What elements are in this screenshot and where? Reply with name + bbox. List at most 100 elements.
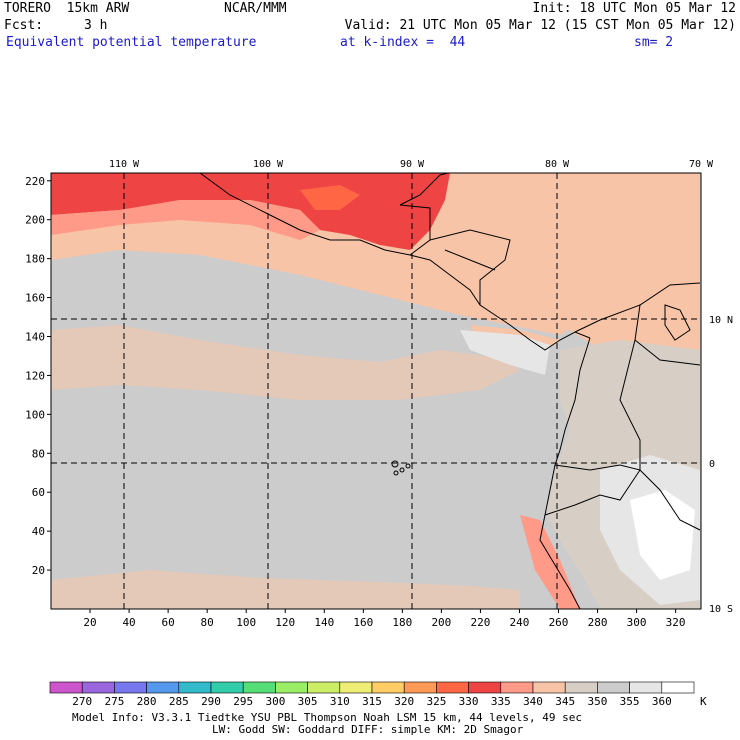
border-nicaragua <box>444 249 496 271</box>
colorbar-label: 340 <box>523 695 543 708</box>
coast-yucatan <box>399 173 449 206</box>
border-brazil-peru <box>639 469 701 531</box>
x-tick-label: 240 <box>510 616 530 629</box>
y-tick-label: 120 <box>25 369 45 382</box>
colorbar-label: 320 <box>394 695 414 708</box>
border-colombia-ecuador <box>554 464 641 471</box>
colorbar-label: 270 <box>72 695 92 708</box>
smoothing-label: sm= 2 <box>634 35 674 50</box>
x-tick-label: 200 <box>431 616 451 629</box>
band-345-west <box>51 325 520 400</box>
band-330-guatemala <box>300 185 360 210</box>
colorbar-swatch <box>629 681 663 694</box>
colorbar-swatch <box>81 681 115 694</box>
lon-label: 110 W <box>109 159 140 170</box>
colorbar-label: 305 <box>298 695 318 708</box>
colorbar-swatch <box>371 681 405 694</box>
colorbar-label: 325 <box>426 695 446 708</box>
x-tick-label: 60 <box>161 616 174 629</box>
x-tick-label: 300 <box>627 616 647 629</box>
colorbar-label: 280 <box>137 695 157 708</box>
map-figure: 110 W 100 W 90 W 80 W 70 W 10 N 0 10 S 2… <box>25 159 733 736</box>
colorbar-swatch <box>468 681 502 694</box>
colorbar-label: 315 <box>362 695 382 708</box>
y-axis: 20 40 60 80 100 120 140 160 180 200 220 <box>25 175 51 577</box>
border-guatemala <box>399 204 431 256</box>
colorbar-label: 345 <box>555 695 575 708</box>
colorbar-label: 290 <box>201 695 221 708</box>
longitude-labels: 110 W 100 W 90 W 80 W 70 W <box>109 159 714 170</box>
y-tick-label: 160 <box>25 292 45 305</box>
colorbar-label: 330 <box>459 695 479 708</box>
colorbar: 270 275 280 285 290 295 300 305 310 315 320 325 330 3… <box>49 681 695 708</box>
colorbar-swatch <box>275 681 308 694</box>
colorbar-swatch <box>49 681 83 694</box>
coast-mexico-central-america <box>199 173 591 351</box>
model-title: TORERO 15km ARW <box>4 1 130 16</box>
map-frame <box>50 172 702 610</box>
island <box>391 460 399 468</box>
y-tick-label: 100 <box>25 408 45 421</box>
level-label: at k-index = 44 <box>340 35 466 50</box>
colorbar-swatch <box>178 681 212 694</box>
colorbar-swatch <box>146 681 180 694</box>
band-340-peru-coast <box>520 515 580 609</box>
lon-label: 100 W <box>253 159 284 170</box>
band-340-mexico-edge <box>51 200 320 240</box>
x-tick-label: 40 <box>122 616 135 629</box>
lat-label: 10 S <box>709 604 733 615</box>
lat-label: 0 <box>709 459 715 470</box>
colorbar-unit: K <box>700 695 707 708</box>
galapagos-islands <box>391 460 411 476</box>
y-tick-label: 220 <box>25 175 45 188</box>
lon-label: 90 W <box>400 159 425 170</box>
colorbar-swatch <box>242 681 276 694</box>
colorbar-label: 350 <box>587 695 607 708</box>
x-axis: 20 40 60 80 100 120 140 160 180 200 220 240 260 280 30… <box>83 609 686 629</box>
x-tick-label: 20 <box>83 616 96 629</box>
y-tick-label: 200 <box>25 214 45 227</box>
x-tick-label: 260 <box>549 616 569 629</box>
x-tick-label: 320 <box>666 616 686 629</box>
island <box>399 467 405 473</box>
colorbar-label: 285 <box>169 695 189 708</box>
colorbar-swatch <box>436 681 469 694</box>
center-label: NCAR/MMM <box>224 1 287 16</box>
border-colombia-venezuela <box>634 304 701 366</box>
init-time: Init: 18 UTC Mon 05 Mar 12 <box>532 1 737 16</box>
y-tick-label: 40 <box>32 525 45 538</box>
island <box>405 463 411 469</box>
model-info-line1: Model Info: V3.3.1 Tiedtke YSU PBL Thomp… <box>72 711 582 724</box>
colorbar-swatch <box>500 681 534 694</box>
land-360-interior <box>630 490 695 580</box>
coast-caribbean-honduras <box>429 229 511 305</box>
colorbar-swatch <box>114 681 147 694</box>
land-355-central-america <box>460 330 550 375</box>
x-tick-label: 280 <box>588 616 608 629</box>
band-345-caribbean <box>560 260 700 370</box>
border-colombia-brazil <box>619 339 641 470</box>
y-tick-label: 180 <box>25 253 45 266</box>
x-tick-label: 140 <box>314 616 334 629</box>
colorbar-swatch <box>210 681 244 694</box>
model-info-line2: LW: Godd SW: Goddard DIFF: simple KM: 2D… <box>212 723 524 736</box>
band-345-south <box>51 570 520 609</box>
coast-pacific-south-america <box>539 337 591 609</box>
valid-time: Valid: 21 UTC Mon 05 Mar 12 (15 CST Mon … <box>344 18 736 33</box>
x-tick-label: 100 <box>236 616 256 629</box>
colorbar-swatch <box>597 681 630 694</box>
x-tick-label: 80 <box>201 616 214 629</box>
colorbar-label: 355 <box>620 695 640 708</box>
y-tick-label: 80 <box>32 447 45 460</box>
colorbar-label: 310 <box>330 695 350 708</box>
y-tick-label: 20 <box>32 564 45 577</box>
colorbar-swatch <box>564 681 598 694</box>
x-tick-label: 180 <box>392 616 412 629</box>
lat-label: 10 N <box>709 315 733 326</box>
colorbar-swatch <box>661 681 695 694</box>
island <box>393 470 399 476</box>
lon-label: 80 W <box>545 159 570 170</box>
fcst-value: 3 h <box>84 18 108 33</box>
lake-maracaibo <box>664 304 691 341</box>
theta-e-field <box>51 173 701 609</box>
